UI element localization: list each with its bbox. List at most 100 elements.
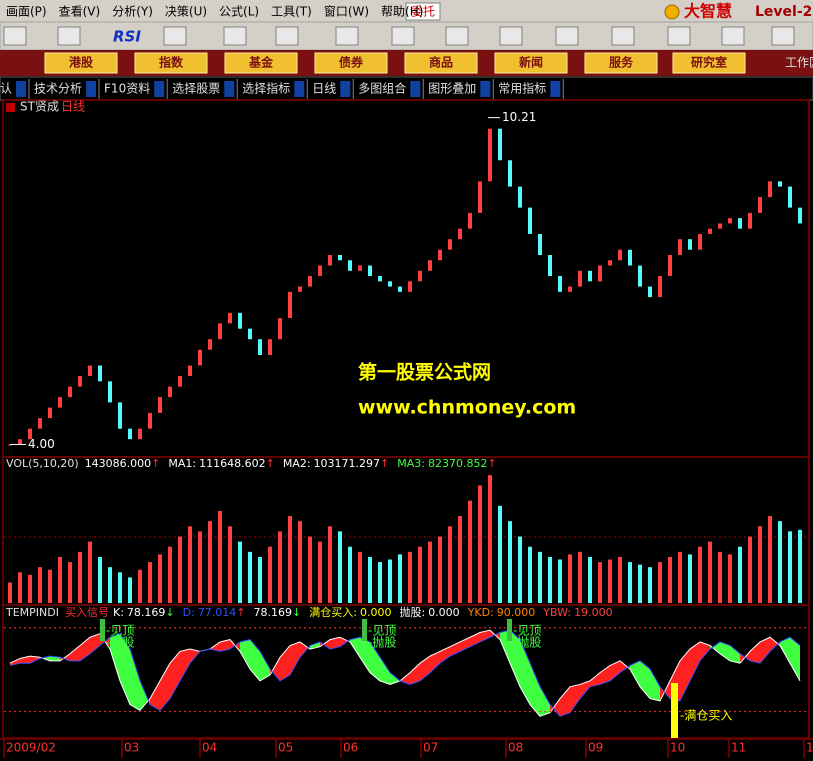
workspace[interactable]: 工作区 <box>785 56 813 70</box>
menu-item[interactable]: 工具(T) <box>271 5 312 19</box>
toolbar-icon[interactable] <box>163 26 187 46</box>
readout-value: 103171.297 <box>314 457 380 470</box>
nav-button[interactable] <box>44 52 118 74</box>
menu-item[interactable]: 公式(L) <box>219 5 259 19</box>
nav-label[interactable]: 港股 <box>69 55 94 70</box>
nav-button[interactable] <box>314 52 388 74</box>
candle <box>398 286 402 292</box>
toolbar-icon[interactable] <box>721 26 745 46</box>
kd-fill <box>510 630 520 687</box>
volume-bar <box>678 551 682 603</box>
dropdown-arrow[interactable] <box>154 81 165 97</box>
candle <box>638 265 642 287</box>
candle <box>88 365 92 377</box>
sub-nav-item[interactable]: 选择股票 <box>172 82 220 96</box>
volume-bar <box>78 551 82 603</box>
sub-nav-item[interactable]: 技术分析 <box>34 82 82 96</box>
sub-nav-item[interactable]: 默认 <box>0 81 12 96</box>
readout-value: 78.169 <box>254 606 293 619</box>
dropdown-arrow[interactable] <box>340 81 351 97</box>
nav-label[interactable]: 研究室 <box>691 55 727 70</box>
nav-button[interactable] <box>224 52 298 74</box>
volume-bar <box>538 551 542 603</box>
toolbar-icon[interactable] <box>3 26 27 46</box>
volume-bar <box>718 551 722 603</box>
menu-item[interactable]: 画面(P) <box>6 5 47 19</box>
nav-button[interactable] <box>584 52 658 74</box>
menu-item[interactable]: 窗口(W) <box>324 5 369 19</box>
nav-label[interactable]: 基金 <box>248 55 274 70</box>
candle <box>668 255 672 277</box>
dropdown-arrow[interactable] <box>480 81 491 97</box>
volume-bar <box>758 526 762 603</box>
toolbar-icon[interactable] <box>611 26 635 46</box>
nav-label[interactable]: 债券 <box>339 55 364 70</box>
toolbar-icon[interactable] <box>667 26 691 46</box>
trade-button[interactable] <box>405 2 441 21</box>
menu-item[interactable]: 帮助(H) <box>381 5 423 19</box>
nav-button[interactable] <box>672 52 746 74</box>
min-label: 4.00 <box>28 437 55 451</box>
sub-nav-item[interactable]: F10资料 <box>104 82 150 96</box>
dropdown-arrow[interactable] <box>410 81 421 97</box>
volume-bar <box>578 551 582 603</box>
toolbar-icon[interactable] <box>57 26 81 46</box>
dropdown-arrow[interactable] <box>86 81 97 97</box>
dropdown-arrow[interactable] <box>224 81 235 97</box>
volume-bar <box>248 551 252 603</box>
volume-bar <box>398 554 402 603</box>
nav-label[interactable]: 服务 <box>609 55 634 70</box>
toolbar-icon[interactable] <box>771 26 795 46</box>
candle <box>608 260 612 266</box>
kd-line <box>9 629 801 717</box>
volume-bar <box>698 546 702 603</box>
dropdown-arrow[interactable] <box>16 81 27 97</box>
toolbar-icon[interactable] <box>391 26 415 46</box>
sub-nav-item[interactable]: 常用指标 <box>498 81 546 96</box>
nav-label[interactable]: 指数 <box>159 55 184 70</box>
nav-label[interactable]: 新闻 <box>519 55 543 70</box>
candle <box>348 260 352 271</box>
kd-fill <box>600 665 610 685</box>
volume-bar <box>688 554 692 603</box>
sub-nav-item[interactable]: 图形叠加 <box>428 82 476 96</box>
toolbar-icon[interactable] <box>275 26 299 46</box>
nav-button[interactable] <box>494 52 568 74</box>
volume-bar <box>368 556 372 603</box>
sub-nav-item[interactable]: 选择指标 <box>242 81 290 96</box>
volume-bar <box>58 556 62 603</box>
volume-bar <box>128 577 132 603</box>
readout-name: 满仓买入: <box>309 605 357 619</box>
toolbar-icon[interactable] <box>445 26 469 46</box>
toolbar-icon[interactable] <box>335 26 359 46</box>
kd-fill <box>690 641 700 681</box>
dropdown-arrow[interactable] <box>550 81 561 97</box>
kd-fill <box>790 637 800 681</box>
candle <box>118 402 122 429</box>
readout-name: MA1: <box>168 457 196 470</box>
menu-item[interactable]: 决策(U) <box>165 5 207 19</box>
nav-label[interactable]: 商品 <box>429 55 453 70</box>
rsi-button[interactable]: RSI <box>113 28 141 46</box>
time-axis <box>0 738 813 761</box>
signal-top: -见顶 <box>368 624 396 638</box>
trade-label[interactable]: 委托 <box>411 5 435 19</box>
sub-nav-item[interactable]: 日线 <box>312 82 336 96</box>
time-label: 10 <box>670 741 685 755</box>
toolbar-icon[interactable] <box>223 26 247 46</box>
candle <box>628 249 632 266</box>
menu-item[interactable]: 查看(V) <box>59 5 101 19</box>
volume-bar <box>348 546 352 603</box>
volume-bar <box>708 541 712 603</box>
menu-item[interactable]: 分析(Y) <box>112 5 153 19</box>
readout-arrow: ↑ <box>236 606 245 619</box>
panel-title: TEMPINDI <box>5 606 59 619</box>
dropdown-arrow[interactable] <box>294 81 305 97</box>
toolbar-icon[interactable] <box>555 26 579 46</box>
logo: 大智慧 <box>684 2 732 21</box>
volume-bar <box>518 536 522 603</box>
nav-button[interactable] <box>404 52 478 74</box>
sub-nav-item[interactable]: 多图组合 <box>358 81 406 96</box>
nav-button[interactable] <box>134 52 208 74</box>
toolbar-icon[interactable] <box>499 26 523 46</box>
